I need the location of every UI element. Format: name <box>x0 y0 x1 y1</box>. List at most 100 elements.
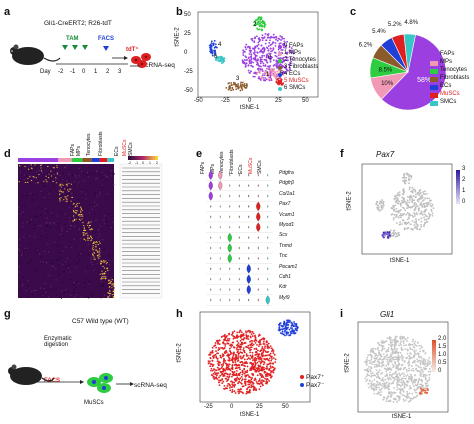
tsne-point <box>217 352 219 355</box>
tsne-point <box>406 218 409 221</box>
heat-cell <box>66 230 68 232</box>
heat-cell <box>81 191 83 193</box>
heat-cell <box>57 215 59 217</box>
violin-shape <box>256 222 261 232</box>
heat-cell <box>80 210 82 212</box>
tsne-point <box>412 397 415 399</box>
tsne-point <box>258 340 260 343</box>
tsne-point <box>423 218 426 221</box>
heat-cell <box>60 191 62 193</box>
tsne-point <box>255 350 257 353</box>
tsne-point <box>281 37 284 40</box>
tsne-point <box>237 85 240 88</box>
tsne-point <box>405 357 408 360</box>
tsne-point <box>290 60 293 63</box>
heat-cell <box>70 233 72 235</box>
tsne-point <box>293 330 296 333</box>
heat-cell <box>105 164 107 166</box>
heat-cell <box>48 296 50 298</box>
tsne-point <box>220 347 222 349</box>
tsne-point <box>399 395 401 398</box>
heat-cell <box>96 251 99 253</box>
tsne-point <box>287 63 290 66</box>
heat-cell <box>23 179 25 181</box>
tsne-point <box>288 49 291 52</box>
tsne-point <box>424 376 427 378</box>
tsne-point <box>236 340 239 343</box>
tsne-point <box>260 357 263 360</box>
tsne-point <box>388 382 391 385</box>
tsne-point <box>235 379 238 381</box>
x-tick-label: 0 <box>248 98 252 104</box>
heat-cell <box>66 257 68 259</box>
tsne-point <box>376 381 379 384</box>
violin-shape <box>229 173 231 177</box>
tsne-point <box>261 347 264 350</box>
heat-cell <box>101 260 103 262</box>
heat-cell <box>20 171 22 173</box>
heat-cell <box>19 239 21 241</box>
heat-cell <box>106 224 108 226</box>
heat-cell <box>67 193 69 195</box>
tsne-point <box>372 360 374 363</box>
tsne-point <box>284 71 287 73</box>
tsne-point <box>250 384 253 387</box>
tsne-point <box>283 46 285 49</box>
heat-cell <box>58 273 60 275</box>
heat-cell <box>105 176 107 178</box>
tsne-point <box>413 385 415 388</box>
panel-a-tam: TAM <box>66 36 79 42</box>
tsne-point <box>369 368 371 371</box>
tsne-point <box>249 361 252 364</box>
tsne-point <box>415 223 418 225</box>
heat-cell <box>65 261 67 263</box>
tsne-point <box>217 362 219 365</box>
tsne-point <box>382 353 385 355</box>
tsne-point <box>259 343 262 346</box>
heat-cell <box>27 177 29 179</box>
heat-cell <box>19 244 21 246</box>
scale-tick: 0 <box>462 199 466 205</box>
tsne-point <box>272 33 275 36</box>
tsne-point <box>418 207 421 210</box>
tsne-point <box>413 188 416 191</box>
violin-shape <box>248 236 250 239</box>
tsne-point <box>420 217 423 220</box>
tsne-point <box>249 376 252 379</box>
heat-cell <box>82 234 84 236</box>
heat-cell <box>79 205 81 207</box>
heat-cell <box>64 167 66 169</box>
tsne-point <box>276 82 279 84</box>
heat-cell <box>93 252 96 254</box>
tsne-point <box>430 210 433 213</box>
tsne-point <box>386 367 389 370</box>
tsne-point <box>379 377 381 380</box>
tsne-point <box>394 232 397 234</box>
heat-cell <box>74 174 76 176</box>
tsne-point <box>263 48 266 51</box>
tsne-point <box>229 373 232 375</box>
legend-label: Tenocytes <box>440 67 468 73</box>
tsne-point <box>278 42 281 45</box>
tsne-point <box>250 64 253 67</box>
tsne-point <box>237 377 240 380</box>
tsne-point <box>392 381 394 384</box>
heat-cell <box>102 261 104 263</box>
tsne-point <box>401 206 404 209</box>
tsne-point <box>385 340 388 343</box>
violin-shape <box>210 288 212 291</box>
violin-shape <box>219 257 221 260</box>
panel-e-violin-plot <box>206 170 273 306</box>
heat-cell <box>45 229 47 231</box>
tsne-point <box>269 39 271 42</box>
tsne-point <box>218 343 221 345</box>
tsne-point <box>411 361 414 364</box>
tsne-point <box>261 355 264 358</box>
gene-label: Myl9 <box>279 294 290 301</box>
violin-shape <box>257 246 259 250</box>
tsne-point <box>233 81 236 84</box>
tsne-point <box>288 66 291 69</box>
heat-cell <box>98 258 100 260</box>
heat-cell <box>88 237 90 239</box>
heat-cell <box>73 218 76 220</box>
